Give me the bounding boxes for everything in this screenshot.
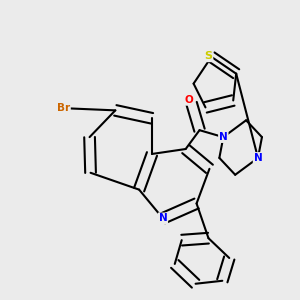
Text: S: S [205,51,212,61]
Text: N: N [254,153,262,163]
Text: N: N [219,132,228,142]
Text: Br: Br [57,103,70,113]
Text: N: N [158,213,167,224]
Text: O: O [185,95,194,105]
